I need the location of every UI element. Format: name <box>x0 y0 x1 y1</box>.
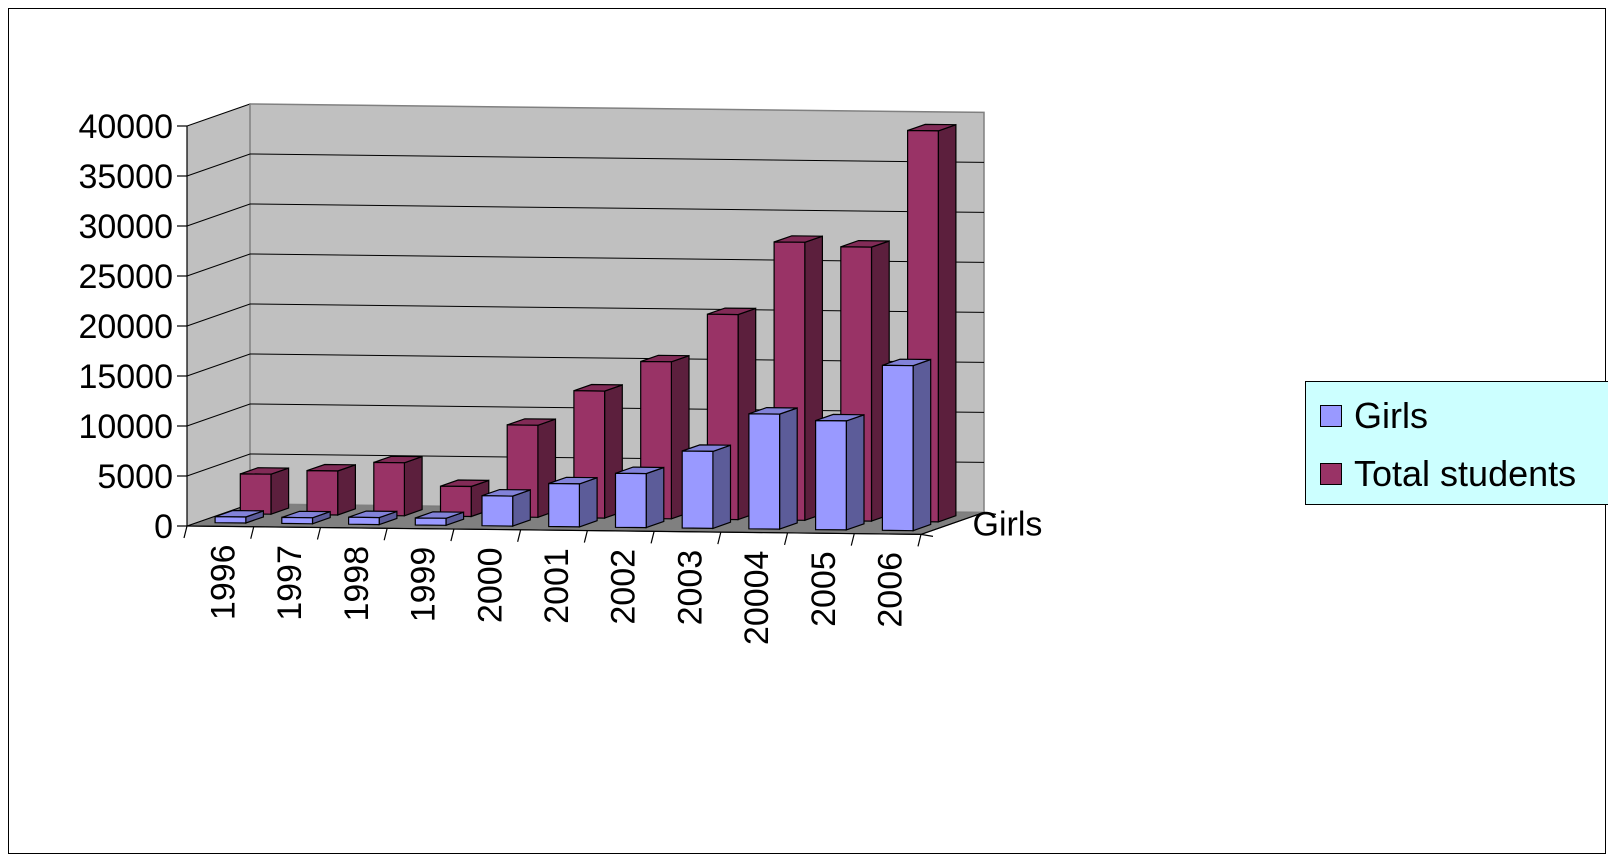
gridline-30000 <box>186 203 985 227</box>
x-tick-mark <box>250 526 255 539</box>
x-tick-mark <box>583 530 588 543</box>
bar-girls-2003 <box>681 444 732 530</box>
bar-side <box>645 466 665 529</box>
x-tick-mark <box>717 531 722 545</box>
y-tick-label-20000: 20000 <box>78 308 173 346</box>
bar-total-students-1997 <box>306 463 356 516</box>
x-tick-label-2000: 2000 <box>471 547 509 623</box>
x-tick-mark <box>450 528 455 542</box>
x-tick-label-2002: 2002 <box>605 549 643 625</box>
bar-girls-2000 <box>481 488 531 527</box>
bar-front <box>614 472 647 529</box>
legend-swatch-total-students <box>1320 463 1342 485</box>
x-tick-label-1996: 1996 <box>204 544 242 620</box>
x-tick-label-1998: 1998 <box>338 546 376 622</box>
y-tick-label-15000: 15000 <box>78 358 173 396</box>
axis-labels: 0 5000 10000 15000 20000 25000 30000 35000 40000… <box>78 108 1042 645</box>
bar-girls-2005 <box>814 413 865 531</box>
bar-front <box>748 413 781 530</box>
bar-front <box>414 517 447 526</box>
bar-front <box>814 419 847 531</box>
bar-total-students-1996 <box>239 467 290 516</box>
x-tick-label-2003: 2003 <box>672 550 710 626</box>
bar-front <box>348 516 380 526</box>
bar-front <box>481 495 514 527</box>
depth-axis-label: Girls <box>973 505 1043 543</box>
y-tick-label-40000: 40000 <box>78 108 173 146</box>
legend-item-total-students: Total students <box>1320 453 1577 494</box>
bar-front <box>681 450 714 530</box>
legend-label-girls: Girls <box>1354 395 1428 436</box>
y-tick-label-35000: 35000 <box>78 158 173 196</box>
bars <box>214 123 957 532</box>
bar-side <box>403 455 423 517</box>
y-tick-label-0: 0 <box>154 508 173 546</box>
bar-girls-1999 <box>414 511 465 527</box>
bar-front <box>306 469 339 516</box>
bar-side <box>845 413 865 531</box>
legend: Girls Total students <box>1305 381 1608 505</box>
x-tick-mark <box>850 533 855 546</box>
y-tick-label-25000: 25000 <box>78 258 173 296</box>
x-tick-label-2005: 2005 <box>805 551 843 627</box>
depth-tick-mark <box>920 533 934 537</box>
x-tick-mark <box>917 534 922 547</box>
bar-front <box>214 516 247 524</box>
x-tick-mark <box>316 527 322 540</box>
depth-tick-mark <box>983 511 997 515</box>
bar-front <box>239 473 272 515</box>
bar-front <box>881 364 914 532</box>
y-tick-label-30000: 30000 <box>78 208 173 246</box>
x-axis <box>186 525 922 535</box>
bar-front <box>373 461 405 517</box>
x-tick-mark <box>783 532 789 546</box>
y-tick-label-10000: 10000 <box>78 408 173 446</box>
bar-side <box>712 444 732 530</box>
depth-axis <box>920 511 985 535</box>
chart-3d-column: 0 5000 10000 15000 20000 25000 30000 35000 40000… <box>78 103 1042 645</box>
bar-front <box>548 482 581 528</box>
bar-girls-1996 <box>214 509 264 524</box>
x-tick-label-20004: 20004 <box>738 551 776 646</box>
bar-girls-1997 <box>281 510 331 525</box>
bar-side <box>937 123 957 523</box>
bar-side <box>778 407 798 530</box>
bar-total-students-1998 <box>373 455 423 517</box>
chart-frame: 0 5000 10000 15000 20000 25000 30000 35000 40000… <box>8 8 1608 854</box>
x-tick-mark <box>650 531 655 544</box>
axes <box>177 125 997 547</box>
legend-item-girls: Girls <box>1320 395 1428 436</box>
x-tick-label-1999: 1999 <box>404 547 442 623</box>
legend-swatch-girls <box>1320 405 1342 427</box>
bar-front <box>281 516 314 525</box>
gridline-35000 <box>186 153 985 177</box>
x-tick-label-2001: 2001 <box>538 548 576 624</box>
bar-girls-2001 <box>548 476 598 528</box>
x-tick-mark <box>517 529 522 542</box>
bar-side <box>912 358 932 532</box>
bar-girls-2006 <box>881 358 932 532</box>
x-tick-label-1997: 1997 <box>271 545 309 621</box>
bar-girls-20004 <box>748 406 798 530</box>
x-tick-mark <box>183 525 188 539</box>
bar-girls-2002 <box>614 466 665 529</box>
x-tick-mark <box>383 528 388 541</box>
x-tick-label-2006: 2006 <box>872 552 910 628</box>
bar-girls-1998 <box>348 510 398 526</box>
bar-side <box>270 467 290 516</box>
gridline-25000 <box>186 253 985 277</box>
y-tick-label-5000: 5000 <box>97 458 173 496</box>
bar-side <box>337 463 356 516</box>
bar-side <box>578 476 598 528</box>
legend-label-total-students: Total students <box>1354 453 1577 494</box>
